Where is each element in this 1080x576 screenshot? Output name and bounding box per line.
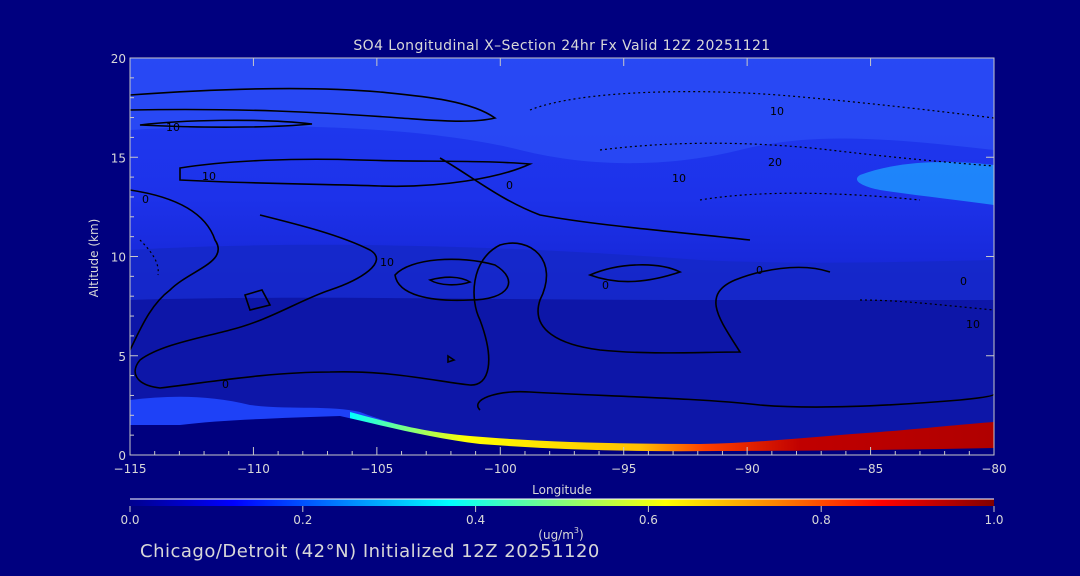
contour-label: 20	[768, 156, 782, 169]
colorbar-units: (ug/m3)	[538, 526, 583, 542]
x-tick-label: −85	[858, 462, 883, 476]
colorbar: 0.0 0.2 0.4 0.6 0.8 1.0 (ug/m3)	[120, 498, 1004, 542]
colorbar-tick-label: 0.2	[293, 513, 312, 527]
contour-label: 0	[756, 264, 763, 277]
terrain-mask	[130, 416, 994, 455]
plot-area: 10 10 0 0 10 10 0 0 0 10 20 0 10	[130, 58, 994, 455]
x-tick-label: −90	[734, 462, 759, 476]
contour-label: 10	[770, 105, 784, 118]
contour-label: 10	[966, 318, 980, 331]
colorbar-tick-label: 0.4	[466, 513, 485, 527]
field-band-upper-light	[130, 58, 994, 164]
contour-label: 0	[602, 279, 609, 292]
x-tick-label: −80	[981, 462, 1006, 476]
colorbar-ticks: 0.0 0.2 0.4 0.6 0.8 1.0	[120, 506, 1004, 527]
y-axis: 0 5 10 15 20	[111, 52, 994, 463]
contour-labels: 10 10 0 0 10 10 0 0 0 10 20 0 10	[142, 105, 980, 391]
contour-label: 0	[142, 193, 149, 206]
colorbar-tick-label: 0.8	[812, 513, 831, 527]
contour-label: 10	[166, 121, 180, 134]
contour-label: 10	[202, 170, 216, 183]
x-tick-label: −110	[237, 462, 270, 476]
contour-label: 0	[222, 378, 229, 391]
colorbar-tick-label: 0.6	[639, 513, 658, 527]
colorbar-units-sup: 3	[574, 526, 579, 535]
colorbar-units-tail: )	[579, 528, 584, 542]
colorbar-units-base: (ug/m	[538, 528, 574, 542]
colorbar-tick-label: 0.0	[120, 513, 139, 527]
contour-label: 0	[506, 179, 513, 192]
y-axis-label: Altitude (km)	[87, 219, 101, 298]
x-axis-label: Longitude	[532, 483, 592, 497]
x-tick-label: −115	[114, 462, 147, 476]
x-axis: −115 −110 −105 −100 −95 −90 −85 −80	[114, 58, 1007, 476]
y-tick-label: 20	[111, 52, 126, 66]
y-tick-label: 0	[118, 449, 126, 463]
chart-title: SO4 Longitudinal X–Section 24hr Fx Valid…	[353, 38, 770, 54]
contour-label: 10	[672, 172, 686, 185]
y-tick-label: 15	[111, 151, 126, 165]
x-tick-label: −95	[611, 462, 636, 476]
colorbar-gradient	[130, 499, 994, 506]
y-tick-label: 10	[111, 251, 126, 265]
contour-lines-dashed	[139, 91, 994, 311]
colorbar-tick-label: 1.0	[984, 513, 1003, 527]
field-band-cyan-patch	[856, 162, 994, 205]
contour-lines	[130, 87, 994, 411]
x-tick-label: −105	[360, 462, 393, 476]
y-tick-label: 5	[118, 350, 126, 364]
contour-label: 0	[960, 275, 967, 288]
contour-label: 10	[380, 256, 394, 269]
x-tick-label: −100	[484, 462, 517, 476]
surface-high-so4	[350, 412, 994, 455]
forecast-footer: Chicago/Detroit (42°N) Initialized 12Z 2…	[140, 541, 600, 562]
